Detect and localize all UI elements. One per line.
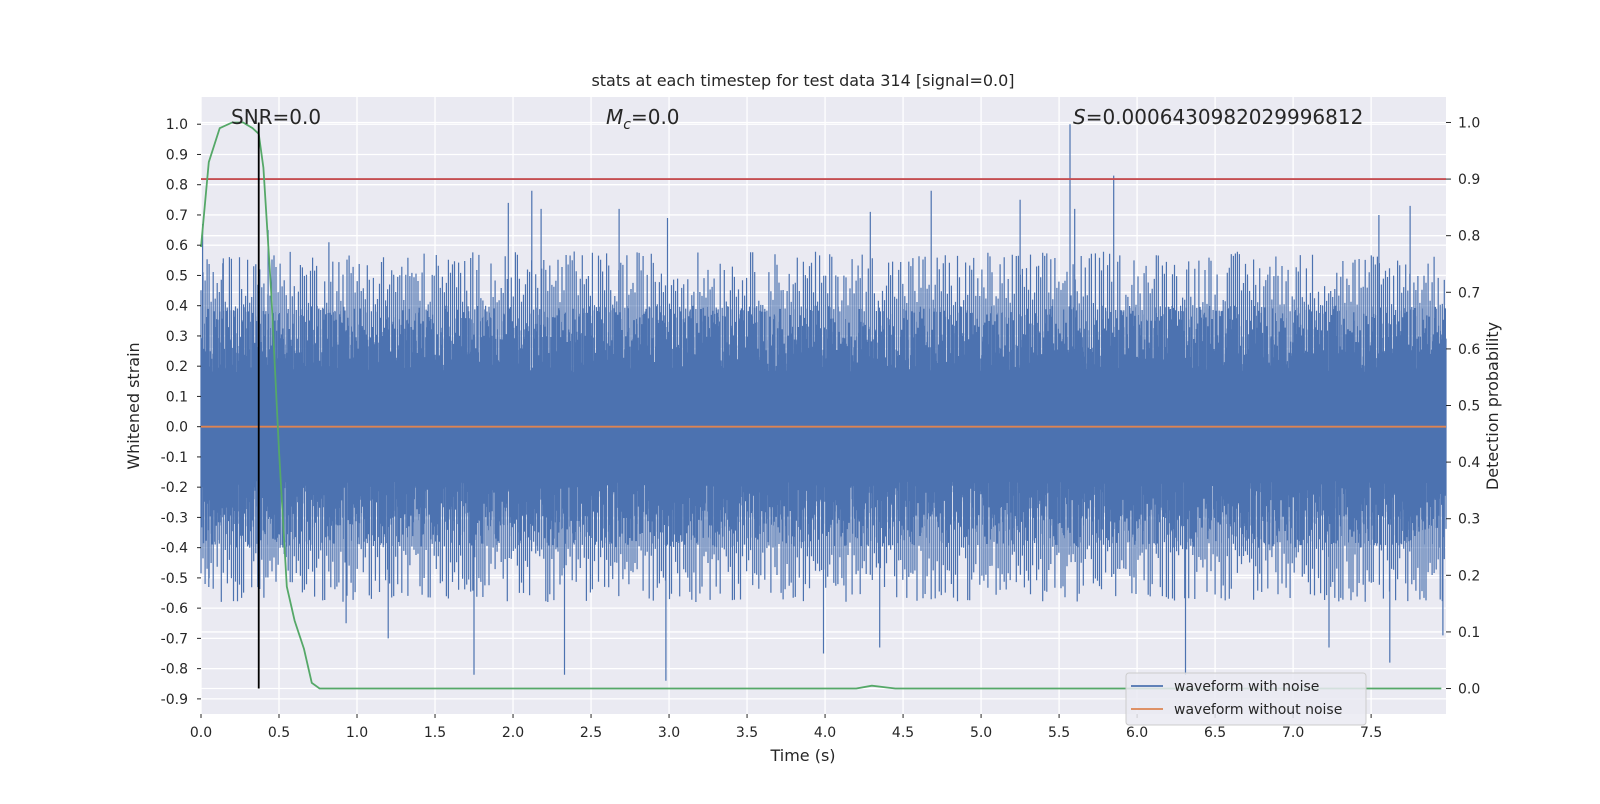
y-right-tick-label: 0.4 bbox=[1458, 455, 1480, 471]
chirp-mass-value: =0.0 bbox=[631, 105, 680, 129]
x-tick-label: 4.5 bbox=[892, 725, 914, 741]
x-tick-label: 2.5 bbox=[580, 725, 602, 741]
y-left-tick-label: 1.0 bbox=[166, 117, 188, 133]
s-symbol: S bbox=[1073, 105, 1086, 129]
y-left-tick-label: 0.8 bbox=[166, 178, 188, 194]
x-tick-label: 7.5 bbox=[1360, 725, 1382, 741]
y-right-tick-label: 0.0 bbox=[1458, 682, 1480, 698]
y-left-tick-label: -0.8 bbox=[161, 662, 188, 678]
x-tick-label: 0.0 bbox=[190, 725, 212, 741]
y-left-tick-label: 0.1 bbox=[166, 389, 188, 405]
y-left-tick-label: -0.4 bbox=[161, 541, 188, 557]
y-left-tick-label: 0.0 bbox=[166, 420, 188, 436]
x-tick-label: 7.0 bbox=[1282, 725, 1304, 741]
y-left-tick-label: -0.9 bbox=[161, 692, 188, 708]
y-left-tick-label: -0.7 bbox=[161, 631, 188, 647]
y-left-tick-label: -0.1 bbox=[161, 450, 188, 466]
series-layer bbox=[200, 121, 1447, 690]
y-axis-label-right: Detection probability bbox=[1483, 322, 1502, 490]
chirp-mass-annotation: Mc=0.0 bbox=[606, 105, 680, 133]
y-right-tick-label: 0.6 bbox=[1458, 342, 1480, 358]
y-left-tick-label: 0.6 bbox=[166, 238, 188, 254]
y-left-tick-label: 0.5 bbox=[166, 268, 188, 284]
chart-title: stats at each timestep for test data 314… bbox=[591, 71, 1014, 90]
y-right-tick-label: 0.8 bbox=[1458, 229, 1480, 245]
x-tick-label: 3.5 bbox=[736, 725, 758, 741]
x-tick-label: 6.0 bbox=[1126, 725, 1148, 741]
legend-label-clean: waveform without noise bbox=[1174, 702, 1342, 718]
x-tick-label: 1.0 bbox=[346, 725, 368, 741]
series-detection-probability bbox=[200, 121, 1442, 690]
x-tick-label: 2.0 bbox=[502, 725, 524, 741]
y-right-tick-label: 1.0 bbox=[1458, 115, 1480, 131]
y-left-tick-label: 0.2 bbox=[166, 359, 188, 375]
legend: waveform with noise waveform without noi… bbox=[1125, 672, 1367, 726]
x-tick-label: 5.5 bbox=[1048, 725, 1070, 741]
y-left-tick-label: -0.6 bbox=[161, 601, 188, 617]
snr-annotation: SNR=0.0 bbox=[231, 105, 321, 129]
chirp-mass-symbol: M bbox=[606, 105, 623, 129]
y-right-tick-label: 0.2 bbox=[1458, 568, 1480, 584]
y-left-tick-label: -0.3 bbox=[161, 510, 188, 526]
y-left-tick-label: -0.2 bbox=[161, 480, 188, 496]
y-left-tick-label: 0.9 bbox=[166, 147, 188, 163]
axes: 0.0 0.5 1.0 1.5 2.0 2.5 3.0 3.5 4.0 4.5 5.0 5.5 6.0 6… bbox=[161, 115, 1481, 741]
y-right-tick-label: 0.5 bbox=[1458, 399, 1480, 415]
x-tick-label: 6.5 bbox=[1204, 725, 1226, 741]
x-axis-label: Time (s) bbox=[769, 746, 835, 765]
y-left-tick-label: 0.4 bbox=[166, 299, 188, 315]
y-left-tick-label: 0.3 bbox=[166, 329, 188, 345]
x-tick-label: 3.0 bbox=[658, 725, 680, 741]
x-tick-label: 5.0 bbox=[970, 725, 992, 741]
y-left-tick-label: -0.5 bbox=[161, 571, 188, 587]
y-left-tick-label: 0.7 bbox=[166, 208, 188, 224]
y-right-tick-label: 0.1 bbox=[1458, 625, 1480, 641]
y-right-tick-label: 0.7 bbox=[1458, 285, 1480, 301]
s-annotation: S=0.0006430982029996812 bbox=[1073, 105, 1363, 129]
y-right-tick-label: 0.9 bbox=[1458, 172, 1480, 188]
y-axis-label-left: Whitened strain bbox=[124, 342, 143, 469]
chirp-mass-subscript: c bbox=[623, 117, 631, 133]
legend-box bbox=[1125, 672, 1367, 726]
x-tick-label: 1.5 bbox=[424, 725, 446, 741]
legend-label-noise: waveform with noise bbox=[1174, 679, 1319, 695]
s-value: =0.0006430982029996812 bbox=[1086, 105, 1364, 129]
y-right-tick-label: 0.3 bbox=[1458, 512, 1480, 528]
x-tick-label: 0.5 bbox=[268, 725, 290, 741]
x-tick-label: 4.0 bbox=[814, 725, 836, 741]
series-waveform-with-noise bbox=[200, 124, 1447, 681]
